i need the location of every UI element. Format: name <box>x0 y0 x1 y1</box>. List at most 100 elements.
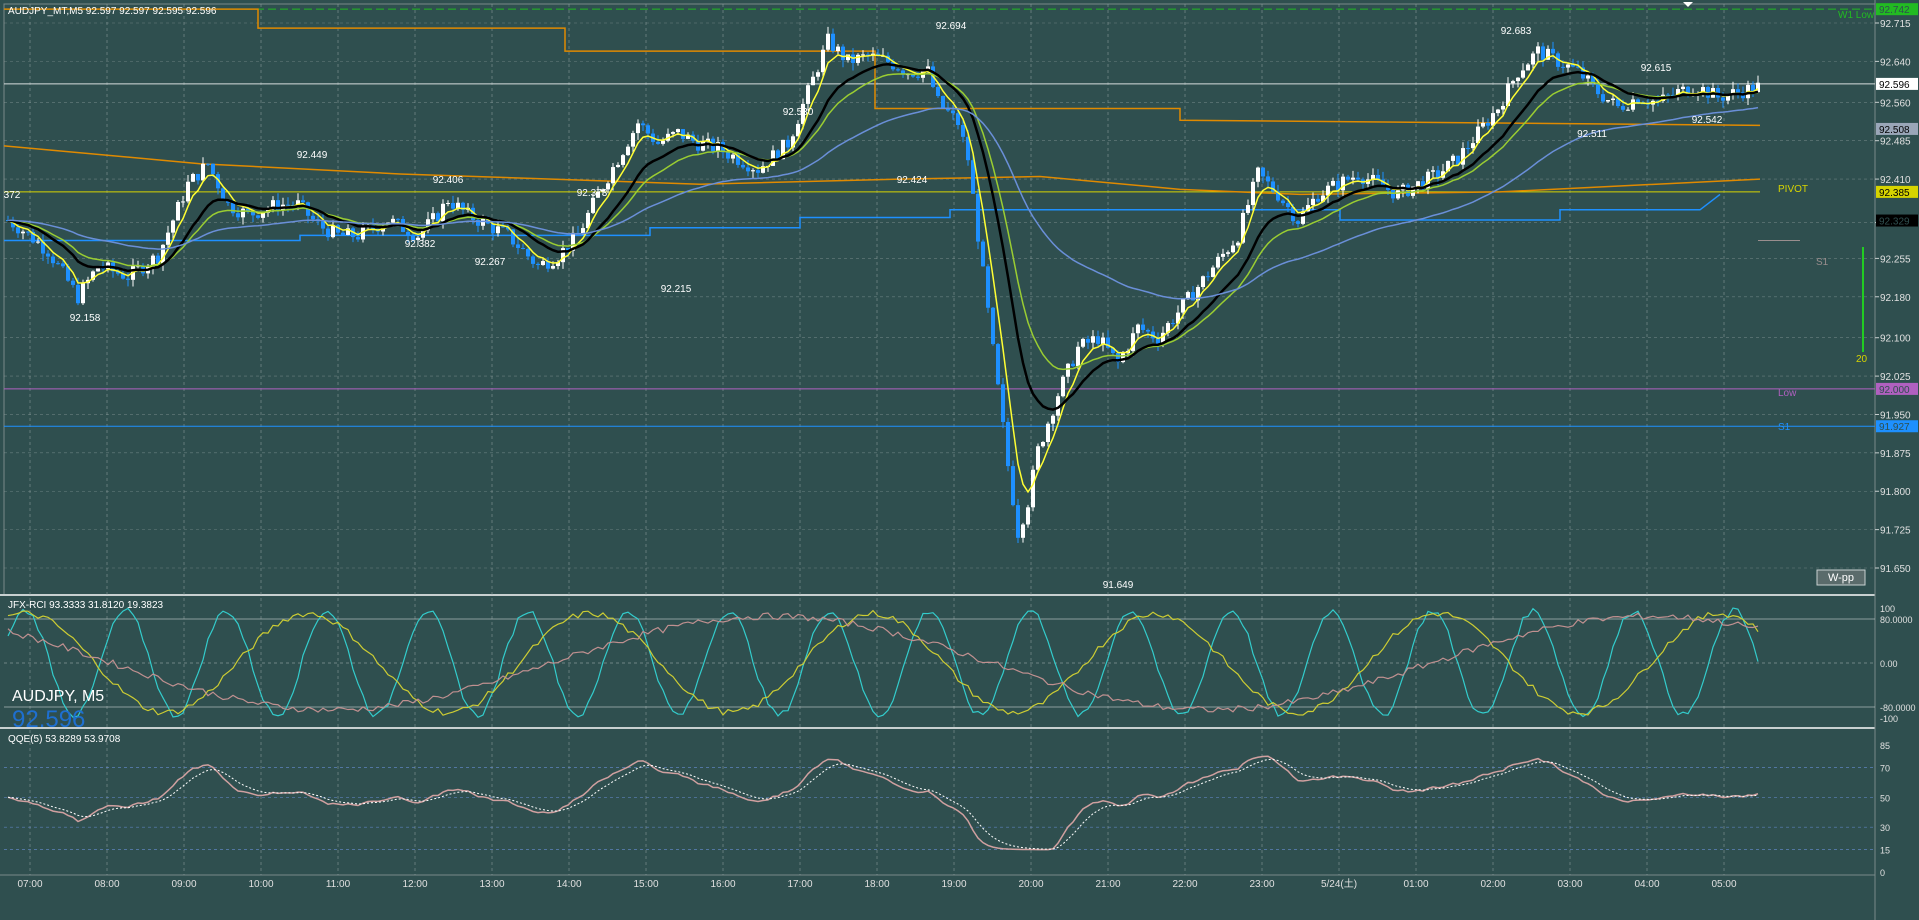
candle-body <box>996 344 1000 385</box>
time-label: 09:00 <box>171 879 196 890</box>
candle-body <box>171 220 175 233</box>
candle-body <box>656 141 660 144</box>
candle-body <box>56 263 60 265</box>
rci-lines <box>7 607 1759 718</box>
candle-body <box>1171 323 1175 325</box>
candle-body <box>361 226 365 240</box>
candle-body <box>1181 299 1185 313</box>
candle-body <box>1131 333 1135 351</box>
candle-body <box>441 203 445 222</box>
candle-body <box>1516 77 1520 82</box>
candle-body <box>1071 363 1075 367</box>
candle-body <box>1626 109 1630 111</box>
pivot-label: PIVOT <box>1778 184 1808 195</box>
candle-body <box>1731 89 1735 95</box>
swing-label: 92.424 <box>897 175 928 186</box>
price-tick-label: 92.255 <box>1880 254 1911 265</box>
swing-label: 92.373 <box>577 188 608 199</box>
candle-body <box>166 232 170 245</box>
candle-body <box>506 227 510 230</box>
candle-body <box>1666 94 1670 96</box>
symbol-header: AUDJPY_MT,M5 92.597 92.597 92.595 92.596 <box>8 6 217 17</box>
candle-body <box>866 54 870 56</box>
ma-slow-blue <box>7 106 1759 300</box>
shift-marker-icon[interactable] <box>1683 2 1693 7</box>
candle-body <box>1196 287 1200 301</box>
qqe-tick-label: 85 <box>1880 741 1890 751</box>
candle-body <box>436 213 440 222</box>
ma-fast-yellow <box>7 53 1759 494</box>
candle-body <box>901 70 905 75</box>
candle-body <box>801 103 805 124</box>
time-label: 07:00 <box>17 879 42 890</box>
candle-body <box>1296 221 1300 224</box>
candle-body <box>416 237 420 241</box>
price-tag <box>1876 420 1918 433</box>
candle-body <box>456 202 460 209</box>
candle-body <box>491 223 495 234</box>
candle-body <box>1506 83 1510 106</box>
candle-body <box>1381 179 1385 187</box>
candle-body <box>1226 252 1230 254</box>
candle-body <box>786 139 790 148</box>
candle-body <box>1016 505 1020 538</box>
candle-body <box>261 212 265 218</box>
candle-body <box>936 86 940 97</box>
candle-body <box>341 232 345 235</box>
candle-body <box>1681 86 1685 89</box>
time-label: 5/24(土) <box>1321 877 1357 890</box>
candle-body <box>1286 203 1290 208</box>
time-label: 21:00 <box>1095 879 1120 890</box>
qqe-lines <box>7 755 1759 851</box>
candle-body <box>1101 337 1105 344</box>
candle-body <box>1061 376 1065 397</box>
candle-body <box>556 262 560 267</box>
candle-body <box>1191 292 1195 301</box>
price-tick-label: 91.950 <box>1880 410 1911 421</box>
swing-label: 92.694 <box>936 21 967 32</box>
candle-body <box>646 125 650 134</box>
candle-body <box>251 211 255 216</box>
candle-body <box>1001 384 1005 422</box>
candle-body <box>1451 155 1455 161</box>
candle-body <box>81 283 85 304</box>
candle-body <box>951 110 955 114</box>
candle-body <box>1336 180 1340 191</box>
candle-body <box>121 273 125 279</box>
candle-body <box>1751 84 1755 93</box>
candle-body <box>271 200 275 210</box>
candle-body <box>156 255 160 264</box>
candle-body <box>671 132 675 134</box>
candle-body <box>526 248 530 257</box>
candle-body <box>206 163 210 165</box>
candle-body <box>1091 336 1095 343</box>
candle-body <box>21 231 25 234</box>
candle-body <box>16 227 20 234</box>
candle-body <box>91 271 95 280</box>
candle-body <box>1491 113 1495 126</box>
candle-body <box>1476 126 1480 144</box>
candle-body <box>26 231 30 233</box>
candle-body <box>1111 347 1115 354</box>
candle-body <box>1211 267 1215 277</box>
candle-body <box>1021 524 1025 538</box>
candle-body <box>626 146 630 156</box>
candle-body <box>751 170 755 172</box>
candle-body <box>1536 46 1540 54</box>
time-label: 17:00 <box>787 879 812 890</box>
swing-label: 92.511 <box>1577 129 1607 140</box>
candle-body <box>201 163 205 181</box>
candle-body <box>911 74 915 77</box>
candle-body <box>781 139 785 160</box>
price-tick-label: 92.485 <box>1880 137 1911 148</box>
candle-body <box>546 261 550 269</box>
rci-fast-line <box>7 607 1759 718</box>
candle-body <box>511 229 515 245</box>
candle-body <box>1036 446 1040 470</box>
price-tick-label: 92.560 <box>1880 98 1911 109</box>
candle-body <box>151 255 155 268</box>
candle-body <box>716 142 720 152</box>
w-pp-button[interactable]: W-pp <box>1816 569 1866 586</box>
